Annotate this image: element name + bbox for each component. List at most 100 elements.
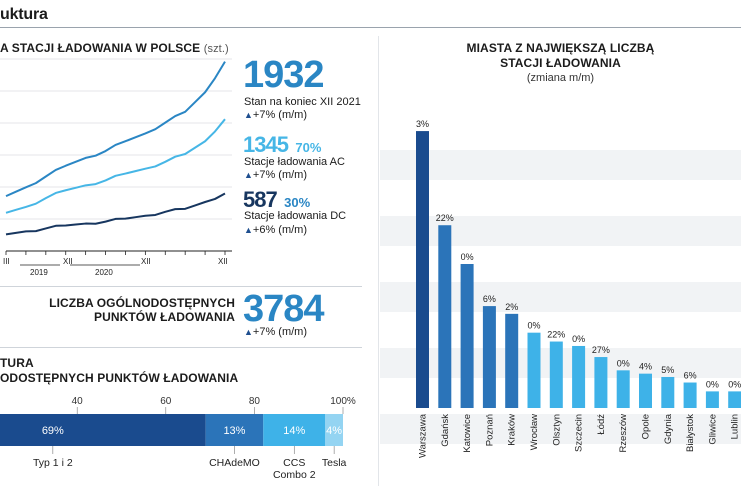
dc-stations-value: 587 <box>243 187 278 212</box>
segment-label: 4% <box>326 425 342 437</box>
ac-stations-change: ▲+7% (m/m) <box>244 169 307 181</box>
bar <box>416 131 429 409</box>
x-tick-label: XII <box>218 257 228 266</box>
data-label: 22% <box>547 330 565 340</box>
category-label: Warszawa <box>418 413 429 458</box>
bar <box>728 391 741 408</box>
x-tick-label: III <box>3 257 10 266</box>
axis-tick-label: 60 <box>160 396 172 407</box>
header-rule <box>0 27 741 28</box>
data-label: 2% <box>505 302 518 312</box>
segment-label: 14% <box>283 425 305 437</box>
category-label: Opole <box>641 414 652 439</box>
category-label: Lublin <box>730 414 741 439</box>
cities-title-line2: STACJI ŁADOWANIA <box>500 56 621 70</box>
grid-band <box>380 216 741 246</box>
series-line <box>5 61 226 198</box>
points-change: ▲+7% (m/m) <box>244 326 307 338</box>
points-label: LICZBA OGÓLNODOSTĘPNYCH PUNKTÓW ŁADOWANI… <box>40 296 235 324</box>
structure-chart: 20406080100% 69%13%14%4% Typ 1 i 2CHAdeM… <box>0 396 356 481</box>
data-label: 3% <box>416 119 429 129</box>
bar <box>616 370 630 408</box>
data-label: 6% <box>684 371 697 381</box>
category-label: Poznań <box>484 414 495 446</box>
points-label-line1: LICZBA OGÓLNODOSTĘPNYCH <box>49 296 235 310</box>
axis-tick-label: 40 <box>72 396 84 407</box>
x-year-label: 2020 <box>95 268 113 277</box>
data-label: 0% <box>527 321 540 331</box>
cities-title-line1: MIASTA Z NAJWIĘKSZĄ LICZBĄ <box>466 41 655 55</box>
line-chart-title: A STACJI ŁADOWANIA W POLSCE (szt.) <box>0 41 229 55</box>
cities-chart-subtitle: (zmiana m/m) <box>526 72 595 84</box>
dc-stations-label: Stacje ładowania DC <box>244 210 347 222</box>
category-label: Kraków <box>507 414 518 446</box>
grid-band <box>380 282 741 312</box>
structure-bar: 69% 13% 14% 4% <box>0 414 343 446</box>
stack-segment <box>263 414 326 446</box>
up-triangle-icon: ▲ <box>244 225 253 235</box>
structure-title-line2: ODOSTĘPNYCH PUNKTÓW ŁADOWANIA <box>0 371 239 385</box>
data-label: 0% <box>728 379 741 389</box>
bar <box>505 313 519 408</box>
structure-title: TURA ODOSTĘPNYCH PUNKTÓW ŁADOWANIA <box>0 356 238 386</box>
bar <box>460 264 474 408</box>
cities-chart-data-labels: 3% 22% 0% 6% 2% 0% 22% 0% 27% 0% 4% 5% 6% 0% 0% <box>416 119 741 389</box>
points-value: 3784 <box>243 288 325 330</box>
total-stations-value: 1932 <box>243 54 325 96</box>
bar <box>594 357 608 408</box>
grid-band <box>380 150 741 180</box>
up-triangle-icon: ▲ <box>244 327 253 337</box>
category-label: Gdynia <box>663 413 674 444</box>
bar <box>639 373 652 408</box>
bar <box>549 341 563 408</box>
grid-band <box>380 414 741 444</box>
data-label: 0% <box>461 252 474 262</box>
up-triangle-icon: ▲ <box>244 110 253 120</box>
axis-tick-label: 80 <box>249 396 261 407</box>
data-label: 0% <box>706 379 719 389</box>
segment-label: 69% <box>42 425 64 437</box>
segment-name: CHAdeMO <box>209 457 260 469</box>
bar <box>683 382 697 408</box>
section-separator <box>0 286 362 287</box>
category-label: Szczecin <box>574 414 585 452</box>
bar <box>482 306 496 408</box>
category-label: Łódź <box>596 414 607 435</box>
ac-stations-block: 1345 70% <box>243 132 321 158</box>
bar <box>661 376 675 408</box>
category-label: Wrocław <box>529 414 540 450</box>
total-stations-label: Stan na koniec XII 2021 <box>244 96 361 108</box>
x-tick-label: XII <box>141 257 151 266</box>
ac-stations-value: 1345 <box>243 132 289 157</box>
bar <box>438 225 452 408</box>
cities-chart-category-labels: Warszawa Gdańsk Katowice Poznań Kraków Wrocła… <box>418 413 741 458</box>
line-chart-title-text: A STACJI ŁADOWANIA W POLSCE <box>0 41 201 55</box>
dc-stations-change: ▲+6% (m/m) <box>244 224 307 236</box>
cities-chart-title: MIASTA Z NAJWIĘKSZĄ LICZBĄ STACJI ŁADOWA… <box>380 41 741 71</box>
data-label: 0% <box>617 358 630 368</box>
x-year-label: 2019 <box>30 268 48 277</box>
category-label: Olsztyn <box>551 414 562 446</box>
data-label: 4% <box>639 362 652 372</box>
data-label: 27% <box>592 345 610 355</box>
category-label: Białystok <box>685 414 696 452</box>
category-label: Katowice <box>462 414 473 453</box>
segment-name: CCS <box>283 457 305 469</box>
column-divider <box>378 36 379 486</box>
section-separator <box>0 347 362 348</box>
bar <box>527 332 541 408</box>
series-line <box>5 192 226 236</box>
data-label: 6% <box>483 294 496 304</box>
data-label: 0% <box>572 334 585 344</box>
line-chart: III XII XII XII 2019 2020 <box>0 58 232 277</box>
total-stations-change: ▲+7% (m/m) <box>244 109 307 121</box>
dc-stations-block: 587 30% <box>243 187 310 213</box>
category-label: Rzeszów <box>618 414 629 453</box>
cities-chart-bars <box>416 131 741 409</box>
page-title: uktura <box>0 6 48 23</box>
x-tick-label: XII <box>63 257 73 266</box>
bar <box>705 391 719 408</box>
structure-axis-ticks: 20406080100% <box>72 396 356 414</box>
series-line <box>5 118 226 214</box>
